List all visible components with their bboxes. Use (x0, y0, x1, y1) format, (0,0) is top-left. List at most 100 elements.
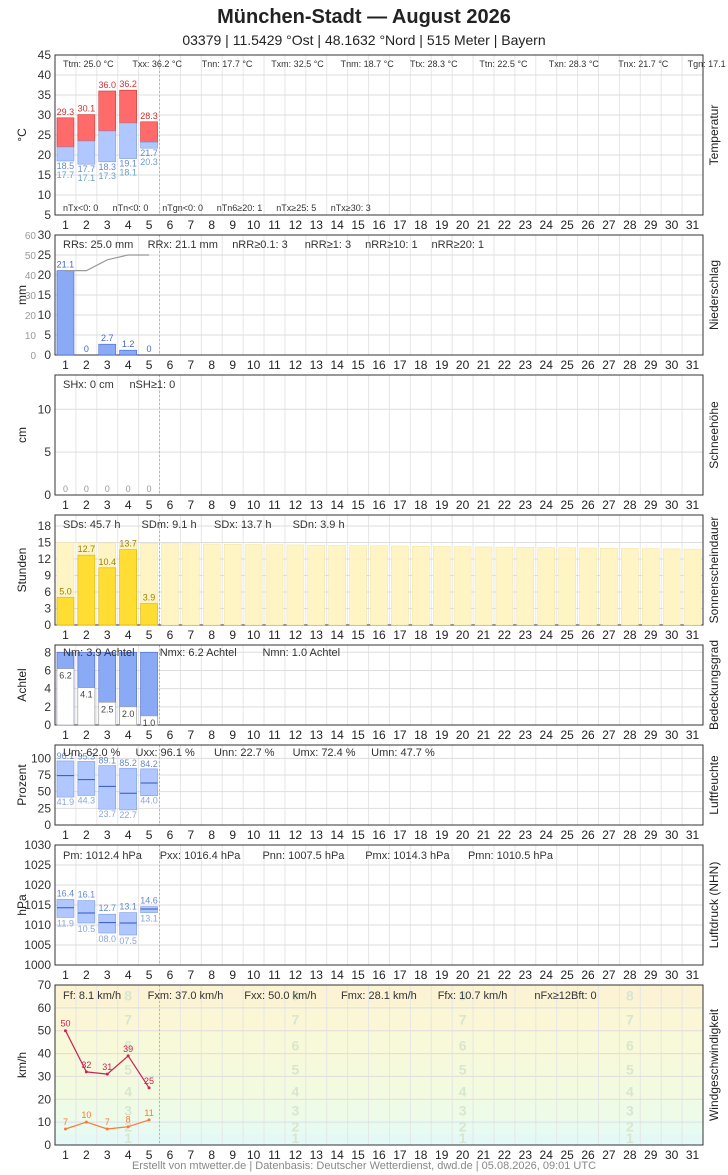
x-tick-label: 28 (623, 828, 637, 842)
beaufort-band (55, 1133, 703, 1143)
x-tick-label: 6 (167, 968, 174, 982)
precip-stat: nRR≥10: 1 (365, 239, 418, 251)
beaufort-label: 5 (459, 1062, 467, 1078)
cloud-clear-bar (140, 715, 158, 726)
x-tick-label: 21 (477, 968, 491, 982)
temp-stat: Tnn: 17.7 °C (202, 59, 253, 69)
x-tick-label: 27 (602, 628, 616, 642)
x-tick-label: 1 (62, 218, 69, 232)
x-tick-label: 30 (665, 968, 679, 982)
cloud_cover-frame (54, 644, 704, 726)
humidity-bar (119, 767, 137, 811)
x-tick-label: 26 (581, 1148, 595, 1162)
x-tick-label: 20 (456, 498, 470, 512)
x-tick-label: 21 (477, 1148, 491, 1162)
x-tick-label: 13 (310, 358, 324, 372)
x-tick-label: 12 (289, 498, 303, 512)
snow-frame (54, 374, 704, 496)
x-tick-label: 19 (435, 358, 449, 372)
beaufort-label: 8 (291, 987, 299, 1003)
x-tick-label: 28 (623, 628, 637, 642)
x-tick-label: 26 (581, 358, 595, 372)
pressure-max-label: 16.4 (57, 888, 75, 898)
x-tick-label: 17 (393, 728, 407, 742)
y-tick-label: 50 (38, 1024, 52, 1038)
x-tick-label: 8 (208, 358, 215, 372)
x-tick-label: 27 (602, 1148, 616, 1162)
y-tick-label: 3 (44, 602, 51, 616)
x-tick-label: 2 (83, 728, 90, 742)
x-tick-label: 31 (686, 498, 700, 512)
x-tick-label: 19 (435, 628, 449, 642)
sun-bar (98, 567, 117, 626)
humidity-max-label: 95.3 (78, 751, 96, 761)
x-tick-label: 8 (208, 828, 215, 842)
x-tick-label: 9 (229, 1148, 236, 1162)
temp-stat: Tnm: 18.7 °C (341, 59, 395, 69)
y-axis-label: Prozent (15, 764, 29, 806)
sun-possible-bar (621, 548, 639, 626)
tmax-label: 36.0 (98, 80, 116, 90)
x-tick-label: 24 (540, 628, 554, 642)
x-tick-label: 31 (686, 1148, 700, 1162)
y-tick-label: 6 (44, 663, 51, 677)
x-tick-label: 5 (146, 1148, 153, 1162)
beaufort-label: 4 (291, 1083, 299, 1099)
sun-possible-bar (391, 545, 409, 626)
wind-stat: Fxx: 50.0 km/h (244, 990, 316, 1002)
x-tick-label: 5 (146, 628, 153, 642)
x-tick-label: 1 (62, 358, 69, 372)
sun-bar (119, 549, 137, 626)
x-tick-label: 17 (393, 498, 407, 512)
y-tick-label: 25 (38, 248, 52, 262)
y-axis-label: °C (15, 128, 29, 142)
cloud-clear-bar (98, 701, 117, 726)
x-tick-label: 24 (540, 1148, 554, 1162)
beaufort-band (55, 985, 703, 1006)
x-tick-label: 16 (372, 218, 386, 232)
y-tick-label: 9 (44, 569, 51, 583)
x-tick-label: 3 (104, 628, 111, 642)
x-tick-label: 13 (310, 1148, 324, 1162)
y-tick-label: 25 (38, 128, 52, 142)
x-tick-label: 25 (560, 828, 574, 842)
precipitation-frame (54, 234, 704, 356)
pressure-max-label: 16.1 (78, 890, 96, 900)
sun-possible-bar (223, 544, 242, 626)
x-tick-label: 20 (456, 728, 470, 742)
x-tick-label: 22 (498, 358, 512, 372)
x-tick-label: 30 (665, 498, 679, 512)
precip-bar (119, 349, 137, 356)
x-tick-label: 2 (83, 628, 90, 642)
temp-count-stat: nTx≥30: 3 (331, 203, 371, 213)
sun-bar (77, 554, 96, 626)
sun-possible-bar (328, 545, 346, 626)
x-tick-label: 3 (104, 728, 111, 742)
x-tick-label: 13 (310, 968, 324, 982)
x-tick-label: 31 (686, 358, 700, 372)
y-axis-label: km/h (15, 1052, 29, 1078)
pressure-bar (56, 899, 75, 918)
tmin-bar (56, 146, 75, 162)
precip-bar (98, 343, 117, 356)
side-label: Schneehöhe (707, 401, 721, 469)
sun-stat: SDm: 9.1 h (142, 519, 197, 531)
x-tick-label: 23 (519, 728, 533, 742)
temp-stat: Ttn: 22.5 °C (479, 59, 528, 69)
x-tick-label: 8 (208, 218, 215, 232)
beaufort-label: 2 (291, 1119, 299, 1135)
temp-stat: Txm: 32.5 °C (271, 59, 324, 69)
x-tick-label: 16 (372, 358, 386, 372)
x-tick-label: 30 (665, 218, 679, 232)
x-tick-label: 27 (602, 728, 616, 742)
x-tick-label: 20 (456, 828, 470, 842)
pressure-frame (54, 844, 704, 966)
humidity-stat: Umn: 47.7 % (371, 747, 435, 759)
x-tick-label: 10 (247, 218, 261, 232)
temp-stat: Tnx: 21.7 °C (618, 59, 669, 69)
pressure-min-label: 11.9 (57, 918, 74, 928)
wind-mean-point (105, 1127, 109, 1131)
x-tick-label: 29 (644, 628, 658, 642)
temp-count-stat: nTx<0: 0 (63, 203, 98, 213)
